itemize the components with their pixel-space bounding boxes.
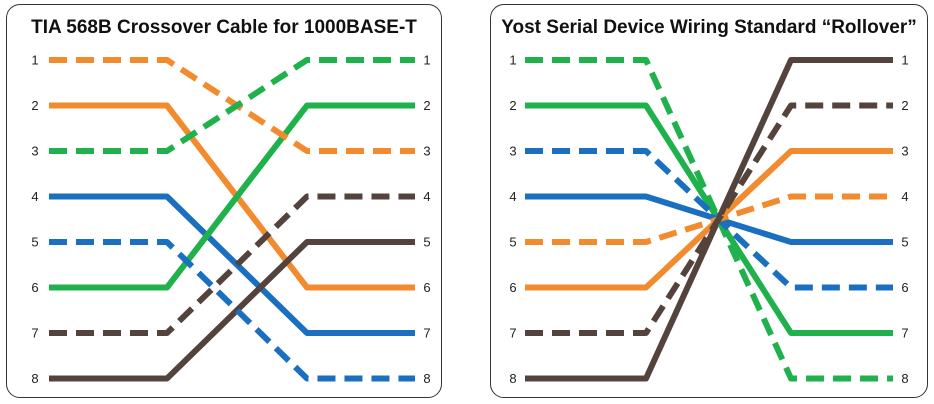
crossover-right-pin-label: 3 [423,144,430,159]
rollover-right-pin-label: 3 [901,144,908,159]
crossover-wire-green-dashed [49,57,415,154]
crossover-right-pin-label: 7 [423,326,430,341]
rollover-right-pin-label: 5 [901,235,908,250]
crossover-wire-brown-solid [49,239,415,382]
crossover-right-pin-label: 1 [423,53,430,68]
rollover-diagram-panel: Yost Serial Device Wiring Standard “Roll… [490,4,928,398]
rollover-wire-brown-dashed [525,102,893,336]
rollover-right-pin-label: 1 [901,53,908,68]
crossover-right-pin-label: 2 [423,98,430,113]
rollover-left-pin-label: 3 [509,144,516,159]
crossover-right-pin-label: 4 [423,189,430,204]
crossover-right-pin-label: 6 [423,280,430,295]
rollover-left-pin-label: 4 [509,189,516,204]
rollover-right-pin-label: 7 [901,326,908,341]
crossover-left-pin-label: 5 [31,235,38,250]
rollover-right-pin-label: 8 [901,371,908,386]
crossover-right-pin-label: 5 [423,235,430,250]
crossover-wiring-diagram: 1 1 2 2 3 3 4 4 5 5 6 6 7 7 8 8 [31,53,430,387]
crossover-left-pin-label: 3 [31,144,38,159]
rollover-left-pin-label: 8 [509,371,516,386]
crossover-left-pin-label: 7 [31,326,38,341]
rollover-left-pin-label: 7 [509,326,516,341]
rollover-diagram-title: Yost Serial Device Wiring Standard “Roll… [501,17,917,38]
crossover-left-pin-label: 8 [31,371,38,386]
rollover-left-pin-label: 2 [509,98,516,113]
crossover-wire-blue-solid [49,193,415,336]
rollover-right-pin-label: 6 [901,280,908,295]
rollover-wiring-diagram: 1 1 2 2 3 3 4 4 5 5 6 6 7 7 8 8 [509,53,908,387]
crossover-left-pin-label: 1 [31,53,38,68]
crossover-diagram-panel: TIA 568B Crossover Cable for 1000BASE-T … [6,4,442,398]
rollover-right-pin-label: 2 [901,98,908,113]
rollover-right-pin-label: 4 [901,189,908,204]
crossover-left-pin-label: 2 [31,98,38,113]
crossover-diagram-title: TIA 568B Crossover Cable for 1000BASE-T [31,17,417,38]
rollover-left-pin-label: 6 [509,280,516,295]
rollover-left-pin-label: 1 [509,53,516,68]
crossover-left-pin-label: 6 [31,280,38,295]
crossover-wire-green-solid [49,102,415,291]
rollover-left-pin-label: 5 [509,235,516,250]
crossover-left-pin-label: 4 [31,189,38,204]
crossover-wire-blue-dashed [49,239,415,382]
crossover-right-pin-label: 8 [423,371,430,386]
crossover-wire-brown-dashed [49,193,415,336]
